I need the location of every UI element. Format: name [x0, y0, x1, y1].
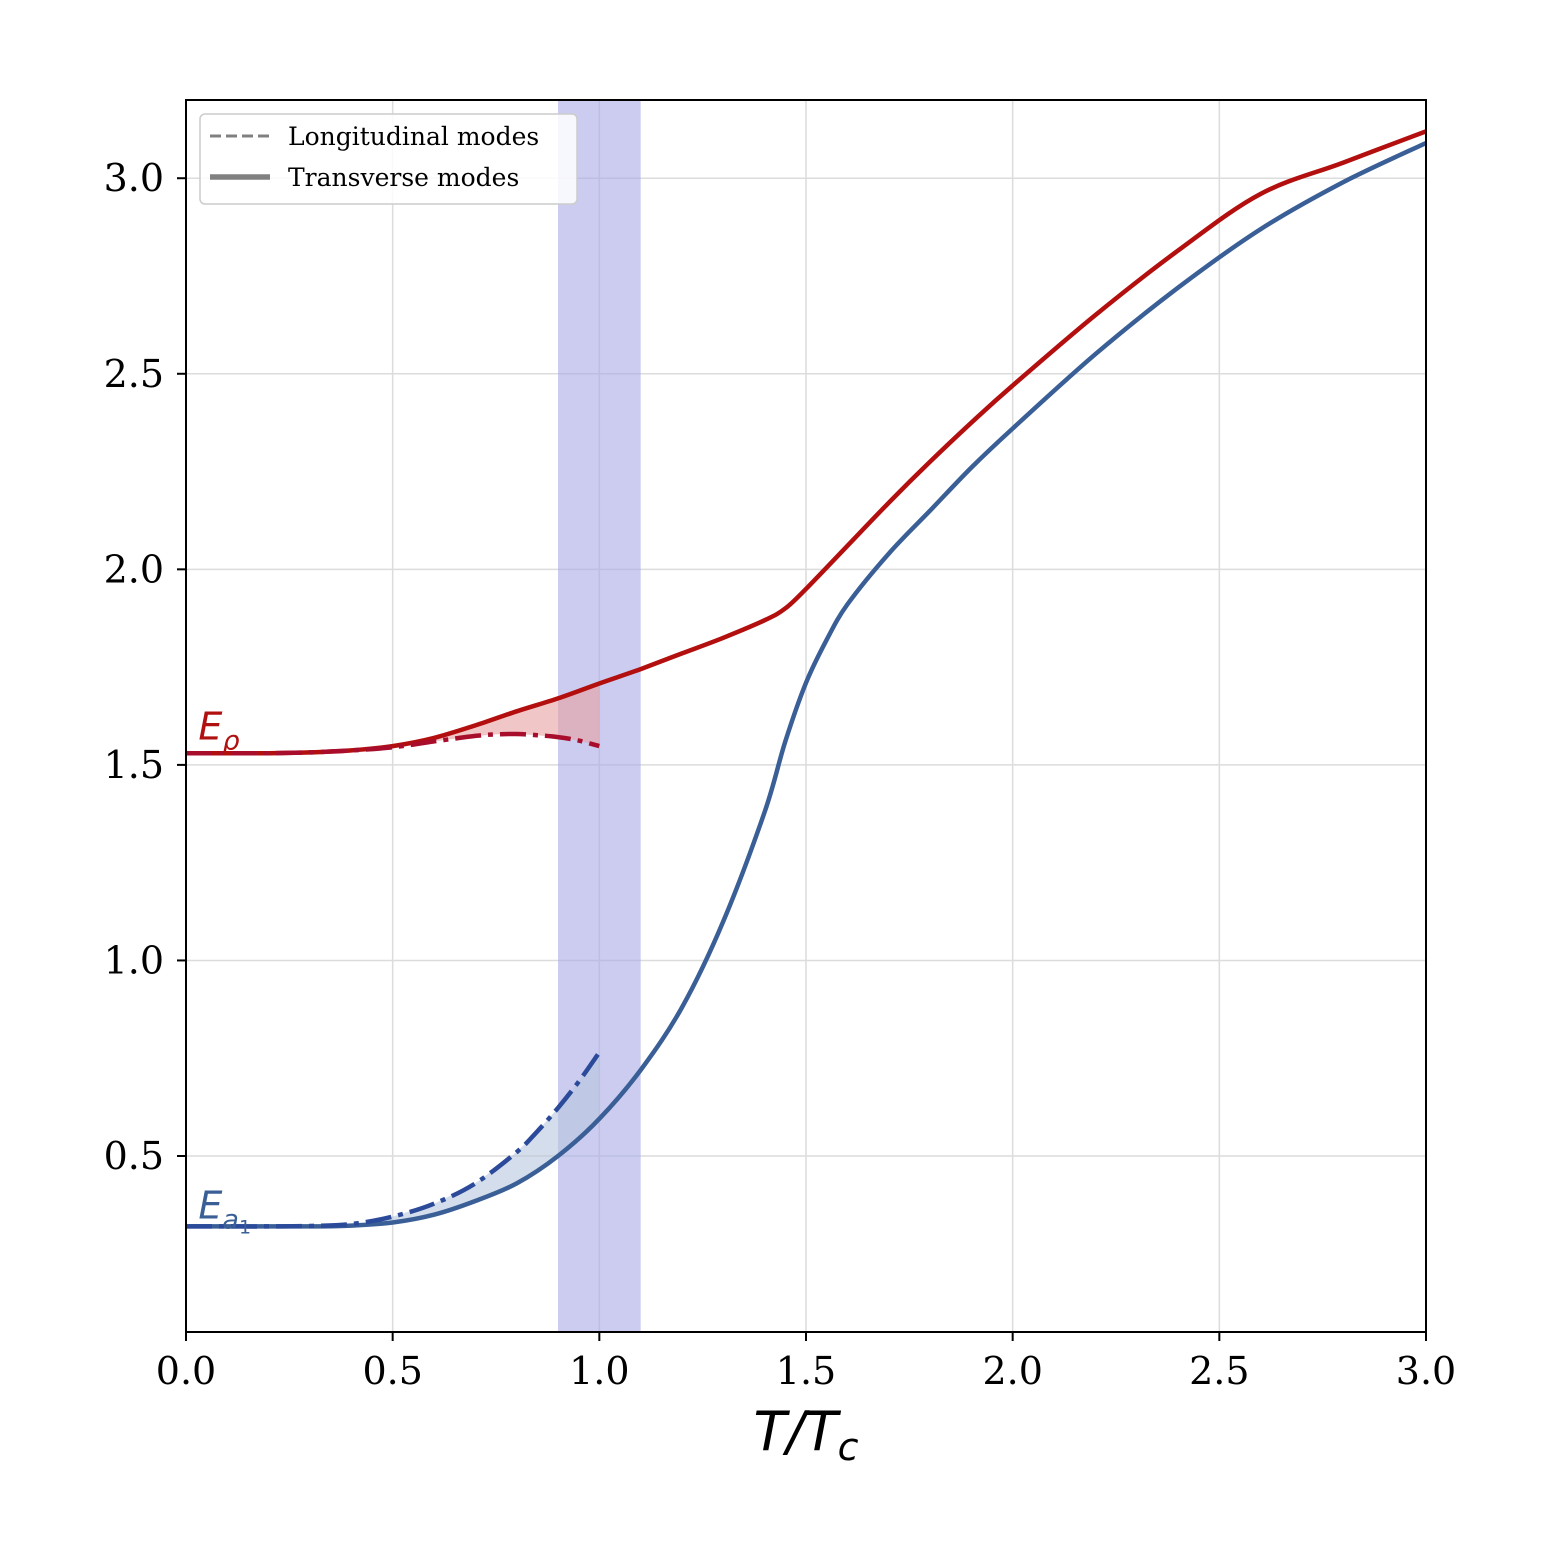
shaded-region-layer [372, 683, 600, 1225]
legend: Longitudinal modes Transverse modes [199, 113, 578, 205]
x-tick-label: 1.0 [569, 1349, 629, 1393]
y-tick-label: 1.0 [104, 938, 164, 982]
legend-entry-label: Longitudinal modes [288, 122, 539, 151]
x-tick-label: 0.0 [156, 1349, 216, 1393]
a1-shaded-region [372, 1052, 600, 1225]
a1-transverse-line [186, 140, 1426, 1229]
x-axis-label: T/Tc [753, 1400, 858, 1469]
x-tick-label: 1.5 [776, 1349, 836, 1393]
x-tick-label: 0.5 [362, 1349, 422, 1393]
legend-entry-label: Transverse modes [288, 163, 519, 192]
curve-annotations: Eρ Ea1 [198, 704, 251, 1238]
y-tick-label: 3.0 [104, 156, 164, 200]
rho-shaded-region [392, 683, 600, 748]
x-tick-label: 2.0 [982, 1349, 1042, 1393]
e-a1-label: Ea1 [198, 1184, 251, 1239]
legend-box [199, 113, 578, 205]
y-tick-label: 1.5 [104, 743, 164, 787]
x-tick-label: 3.0 [1396, 1349, 1456, 1393]
rho-longitudinal-line [186, 731, 600, 756]
y-tick-label: 0.5 [104, 1134, 164, 1178]
x-axis: 0.0 0.5 1.0 1.5 2.0 2.5 3.0 [156, 1332, 1456, 1393]
y-tick-label: 2.0 [104, 547, 164, 591]
series-layer [186, 129, 1426, 1229]
a1-longitudinal-line [186, 1051, 602, 1229]
y-axis: 0.5 1.0 1.5 2.0 2.5 3.0 [104, 156, 186, 1178]
e-rho-label: Eρ [198, 704, 239, 756]
y-tick-label: 2.5 [104, 352, 164, 396]
x-tick-label: 2.5 [1189, 1349, 1249, 1393]
